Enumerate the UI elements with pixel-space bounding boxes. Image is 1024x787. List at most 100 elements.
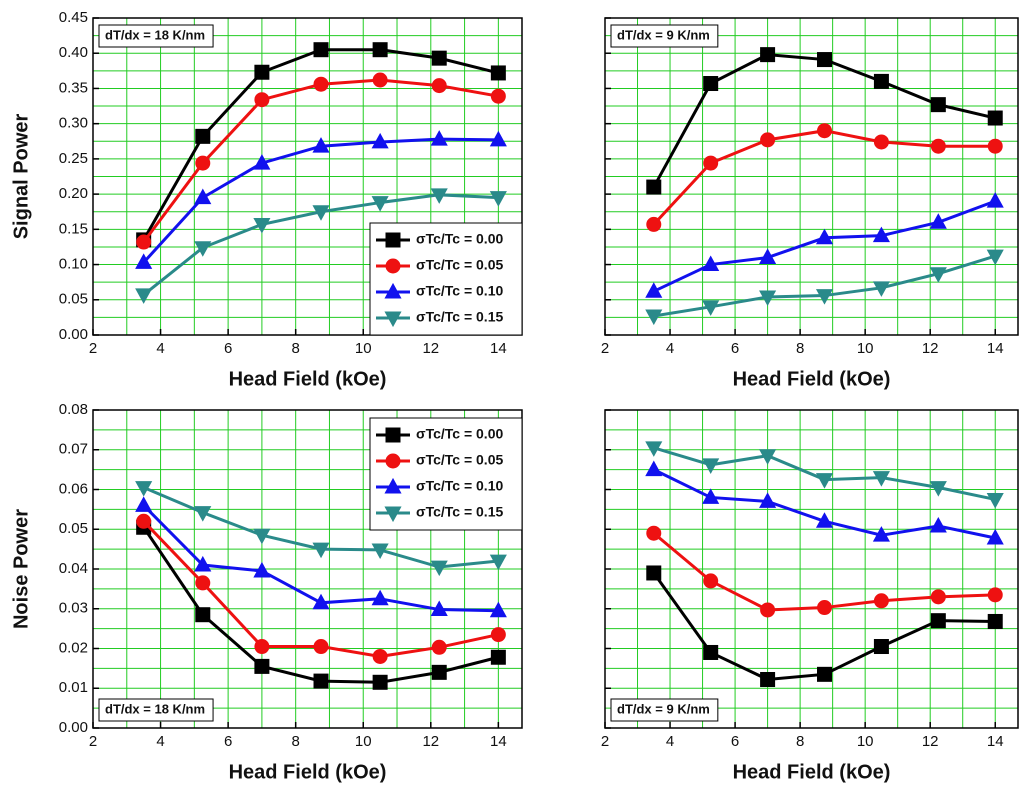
marker [489, 554, 507, 571]
x-tick-label: 8 [796, 340, 804, 357]
x-tick-label: 10 [857, 733, 874, 750]
marker [987, 138, 1003, 154]
x-tick-label: 12 [922, 340, 939, 357]
marker [371, 132, 389, 149]
marker [431, 639, 447, 655]
x-tick-label: 10 [355, 733, 372, 750]
marker [760, 672, 776, 688]
marker [873, 73, 889, 89]
x-tick-label: 6 [731, 733, 739, 750]
y-tick-label: 0.00 [59, 719, 88, 736]
marker [195, 607, 211, 623]
x-tick-label: 4 [156, 340, 164, 357]
y-tick-label: 0.07 [59, 441, 88, 458]
marker [759, 492, 777, 508]
legend-label: σTc/Tc = 0.10 [416, 283, 503, 299]
legend-label: σTc/Tc = 0.00 [416, 231, 503, 247]
marker [760, 132, 776, 148]
legend-label: σTc/Tc = 0.10 [416, 478, 503, 494]
x-tick-label: 2 [601, 340, 609, 357]
marker [702, 458, 720, 474]
marker [645, 460, 663, 477]
x-tick-label: 14 [490, 340, 507, 357]
x-tick-label: 12 [922, 733, 939, 750]
annotation-text: dT/dx = 9 K/nm [617, 701, 710, 716]
plot-frame [604, 17, 1019, 336]
marker [313, 42, 329, 58]
marker [136, 234, 152, 250]
marker [930, 138, 946, 154]
annotation-box [610, 24, 719, 48]
marker [372, 674, 388, 690]
y-tick-label: 0.40 [59, 44, 88, 61]
marker [254, 639, 270, 655]
marker [817, 123, 833, 139]
x-tick-label: 14 [490, 733, 507, 750]
annotation: dT/dx = 9 K/nm [610, 24, 719, 48]
marker [490, 88, 506, 104]
marker [646, 216, 662, 232]
legend-marker [384, 477, 402, 494]
x-tick-label: 10 [857, 340, 874, 357]
x-tick-label: 14 [987, 340, 1004, 357]
y-tick-label: 0.05 [59, 520, 88, 537]
marker [312, 137, 330, 153]
marker [372, 42, 388, 58]
marker [817, 666, 833, 682]
x-tick-label: 8 [292, 733, 300, 750]
marker [987, 587, 1003, 603]
legend-marker [384, 311, 402, 328]
marker [430, 560, 448, 577]
y-tick-label: 0.04 [59, 560, 88, 577]
marker [929, 267, 947, 283]
marker [872, 471, 890, 487]
x-tick-label: 8 [796, 733, 804, 750]
y-tick-label: 0.45 [59, 9, 88, 26]
marker [930, 97, 946, 113]
y-axis-title: Signal Power [10, 113, 32, 239]
annotation-text: dT/dx = 9 K/nm [617, 27, 710, 42]
marker [703, 155, 719, 171]
legend-label: σTc/Tc = 0.15 [416, 309, 503, 325]
marker [703, 76, 719, 92]
marker [253, 154, 271, 170]
marker [759, 248, 777, 264]
marker [759, 449, 777, 465]
marker [872, 226, 890, 243]
marker [929, 213, 947, 229]
annotation: dT/dx = 9 K/nm [610, 698, 719, 722]
marker [815, 512, 834, 528]
plot-frame [92, 409, 523, 729]
marker [489, 191, 507, 207]
marker [817, 600, 833, 616]
marker [253, 217, 271, 234]
legend-marker [385, 232, 401, 248]
marker [872, 526, 890, 542]
x-tick-label: 12 [422, 340, 439, 357]
marker [646, 565, 662, 581]
y-tick-label: 0.00 [59, 326, 88, 343]
x-tick-label: 4 [666, 340, 674, 357]
marker [760, 602, 776, 618]
y-tick-label: 0.03 [59, 600, 88, 617]
marker [195, 575, 211, 591]
marker [646, 525, 662, 541]
marker [759, 290, 777, 307]
marker [430, 130, 448, 146]
marker [312, 593, 330, 610]
legend-marker [385, 453, 401, 469]
x-tick-label: 4 [666, 733, 674, 750]
marker [254, 64, 270, 80]
x-axis-title: Head Field (kOe) [229, 368, 387, 390]
marker [431, 664, 447, 680]
marker [645, 282, 663, 298]
legend-label: σTc/Tc = 0.00 [416, 426, 503, 442]
marker [372, 72, 388, 88]
marker [489, 130, 507, 147]
x-tick-label: 8 [292, 340, 300, 357]
marker [815, 228, 834, 245]
annotation-box [98, 24, 214, 48]
legend-marker [385, 258, 401, 274]
